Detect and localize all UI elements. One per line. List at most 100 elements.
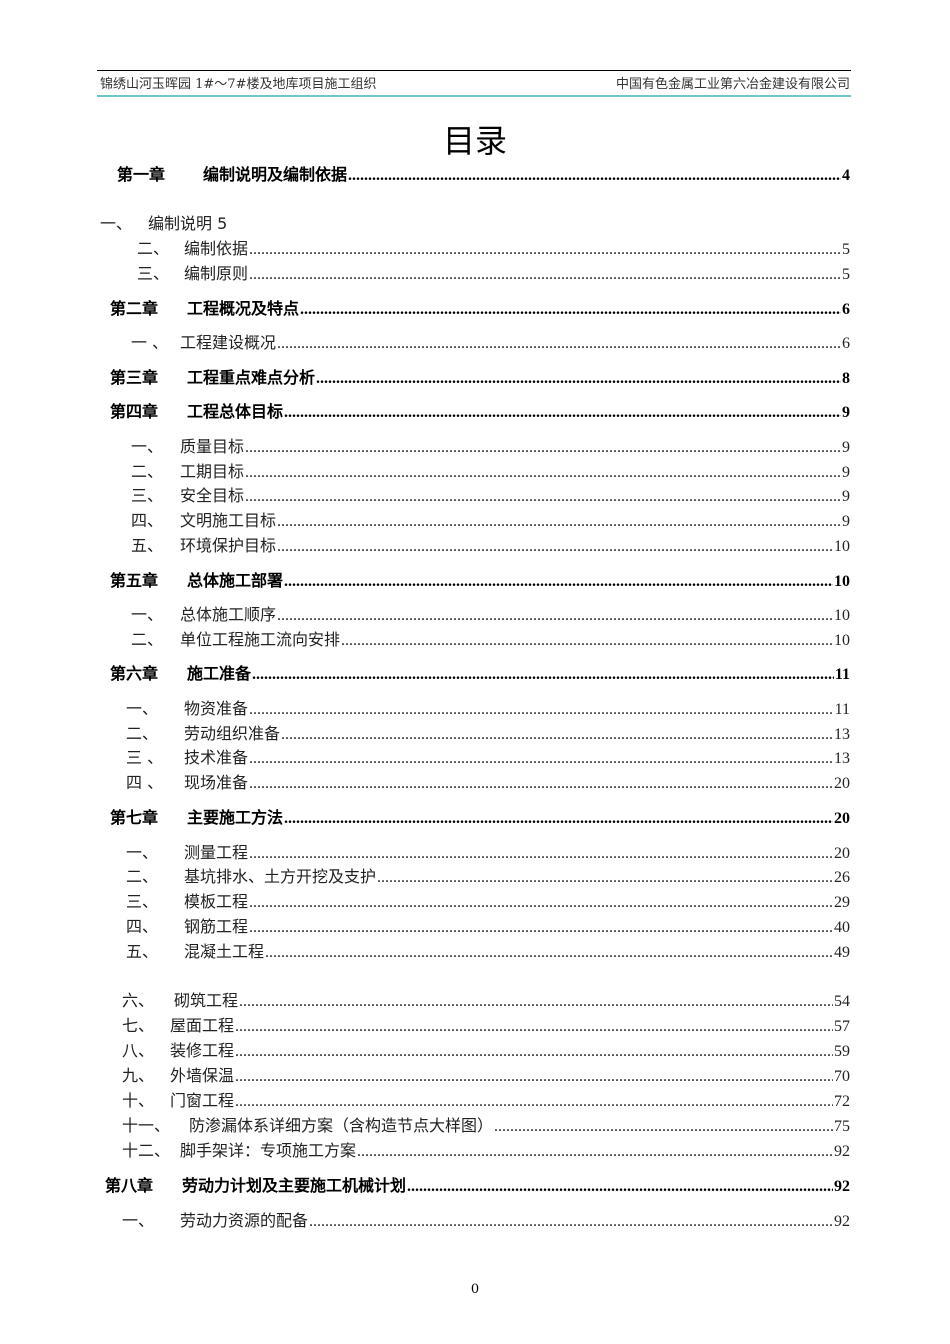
toc-section-entry[interactable]: 十、门窗工程 72	[122, 1087, 850, 1111]
toc-section-entry[interactable]: 八、装修工程 59	[122, 1037, 850, 1060]
toc-section-entry[interactable]: 一、 物资准备 11	[126, 695, 850, 718]
toc-entry-number: 四、	[131, 511, 164, 530]
toc-entry-page: 40	[834, 919, 850, 936]
toc-entry-number: 第六章	[110, 664, 159, 683]
dot-leader	[245, 439, 841, 457]
toc-entry-title: 技术准备	[184, 748, 249, 767]
toc-entry-title: 劳动组织准备	[184, 724, 281, 743]
toc-entry-page: 20	[834, 775, 850, 792]
toc-entry-page: 49	[834, 944, 850, 961]
toc-section-entry[interactable]: 一、 劳动力资源的配备 92	[122, 1207, 850, 1230]
toc-entry-page: 10	[834, 607, 850, 624]
toc-entry-number: 三 、	[126, 748, 164, 767]
toc-entry-page: 92	[834, 1178, 850, 1195]
dot-leader	[249, 266, 841, 284]
header-company-name: 中国有色金属工业第六冶金建设有限公司	[615, 77, 850, 92]
toc-section-entry[interactable]: 一 、工程建设概况 6	[131, 329, 850, 353]
toc-entry-number: 三、	[131, 486, 164, 505]
toc-section-entry[interactable]: 三、编制原则 5	[137, 260, 850, 284]
toc-section-entry[interactable]: 六、砌筑工程 54	[122, 987, 850, 1010]
toc-entry-title: 门窗工程	[170, 1091, 235, 1110]
toc-chapter-entry[interactable]: 第七章 主要施工方法 20	[110, 804, 850, 827]
toc-chapter-entry[interactable]: 第五章 总体施工部署 10	[110, 567, 850, 590]
toc-section-entry[interactable]: 四、 钢筋工程 40	[126, 913, 850, 937]
toc-chapter-entry[interactable]: 第三章 工程重点难点分析 8	[110, 364, 850, 387]
toc-section-entry[interactable]: 一、 编制说明 5	[100, 210, 228, 233]
toc-section-entry[interactable]: 二、工期目标 9	[131, 458, 850, 482]
toc-section-entry[interactable]: 九、外墙保温 70	[122, 1062, 850, 1085]
toc-entry-number: 第八章	[105, 1176, 154, 1195]
toc-entry-number: 十、	[122, 1091, 155, 1110]
toc-section-entry[interactable]: 二、单位工程施工流向安排 10	[131, 626, 850, 649]
toc-section-entry[interactable]: 二、 基坑排水、土方开挖及支护 26	[126, 863, 850, 886]
toc-section-entry[interactable]: 四 、 现场准备 20	[126, 769, 850, 792]
dot-leader	[277, 335, 841, 353]
toc-entry-title: 编制说明及编制依据	[203, 165, 348, 184]
toc-entry-number: 一、	[131, 437, 164, 456]
toc-section-entry[interactable]: 一、总体施工顺序 10	[131, 601, 850, 625]
dot-leader	[245, 488, 841, 506]
toc-entry-page: 29	[834, 894, 850, 911]
toc-entry-page: 59	[834, 1043, 850, 1060]
toc-entry-title: 工程概况及特点	[187, 299, 300, 318]
toc-chapter-entry[interactable]: 第二章 工程概况及特点 6	[110, 295, 850, 318]
toc-entry-page: 10	[834, 538, 850, 555]
dot-leader	[249, 919, 833, 937]
toc-entry-title: 文明施工目标	[180, 511, 277, 530]
toc-section-entry[interactable]: 一、 测量工程 20	[126, 839, 850, 862]
toc-entry-number: 一、	[126, 699, 159, 718]
dot-leader	[235, 1093, 833, 1111]
toc-entry-page: 11	[834, 666, 850, 683]
toc-chapter-entry[interactable]: 第六章 施工准备 11	[110, 660, 850, 683]
toc-section-entry[interactable]: 三 、 技术准备 13	[126, 744, 850, 768]
toc-section-entry[interactable]: 三、安全目标 9	[131, 482, 850, 506]
toc-section-entry[interactable]: 十二、脚手架详：专项施工方案 92	[122, 1137, 850, 1160]
toc-entry-page: 54	[834, 993, 850, 1010]
toc-entry-title: 质量目标	[180, 437, 245, 456]
toc-entry-number: 第四章	[110, 402, 159, 421]
toc-chapter-entry[interactable]: 第一章 编制说明及编制依据 4	[117, 161, 850, 184]
toc-entry-title: 砌筑工程	[174, 991, 239, 1010]
toc-section-entry[interactable]: 五、环境保护目标 10	[131, 532, 850, 555]
toc-entry-title: 现场准备	[184, 773, 249, 792]
toc-entry-page: 10	[834, 573, 850, 590]
toc-entry-page: 6	[842, 335, 850, 352]
toc-entry-title: 编制说明 5	[148, 214, 228, 233]
dot-leader	[245, 464, 841, 482]
toc-entry-page: 20	[834, 810, 850, 827]
toc-section-entry[interactable]: 三、 模板工程 29	[126, 888, 850, 912]
toc-section-entry[interactable]: 二、编制依据 5	[137, 235, 850, 258]
toc-entry-page: 92	[834, 1213, 850, 1230]
toc-section-entry[interactable]: 四、文明施工目标 9	[131, 507, 850, 530]
toc-entry-number: 四、	[126, 917, 159, 936]
toc-entry-page: 11	[834, 701, 850, 718]
toc-section-entry[interactable]: 一、质量目标 9	[131, 433, 850, 457]
toc-entry-title: 工期目标	[180, 462, 245, 481]
toc-section-entry[interactable]: 五、 混凝土工程 49	[126, 938, 850, 961]
toc-chapter-entry[interactable]: 第八章 劳动力计划及主要施工机械计划 92	[105, 1172, 850, 1195]
toc-entry-page: 9	[842, 513, 850, 530]
toc-entry-number: 六、	[122, 991, 155, 1010]
toc-section-entry[interactable]: 七、屋面工程 57	[122, 1012, 850, 1035]
toc-section-entry[interactable]: 十一、防渗漏体系详细方案（含构造节点大样图） 75	[122, 1112, 850, 1135]
toc-entry-title: 脚手架详：专项施工方案	[180, 1141, 357, 1160]
toc-entry-title: 模板工程	[184, 892, 249, 911]
toc-entry-number: 四 、	[126, 773, 164, 792]
header-project-title: 锦绣山河玉晖园 1#～7#楼及地库项目施工组织	[100, 77, 377, 92]
dot-leader	[249, 750, 833, 768]
toc-entry-page: 72	[834, 1093, 850, 1110]
toc-entry-page: 75	[834, 1118, 850, 1135]
toc-title: 目录	[442, 122, 507, 160]
toc-entry-title: 混凝土工程	[184, 942, 265, 961]
header-rule	[97, 95, 851, 97]
toc-entry-number: 七、	[122, 1016, 155, 1035]
toc-section-entry[interactable]: 二、 劳动组织准备 13	[126, 720, 850, 744]
dot-leader	[277, 607, 833, 625]
dot-leader	[249, 894, 833, 912]
toc-entry-title: 劳动力计划及主要施工机械计划	[182, 1176, 407, 1195]
toc-entry-number: 九、	[122, 1066, 155, 1085]
toc-entry-page: 9	[842, 488, 850, 505]
dot-leader	[281, 726, 833, 744]
toc-chapter-entry[interactable]: 第四章 工程总体目标 9	[110, 398, 850, 421]
